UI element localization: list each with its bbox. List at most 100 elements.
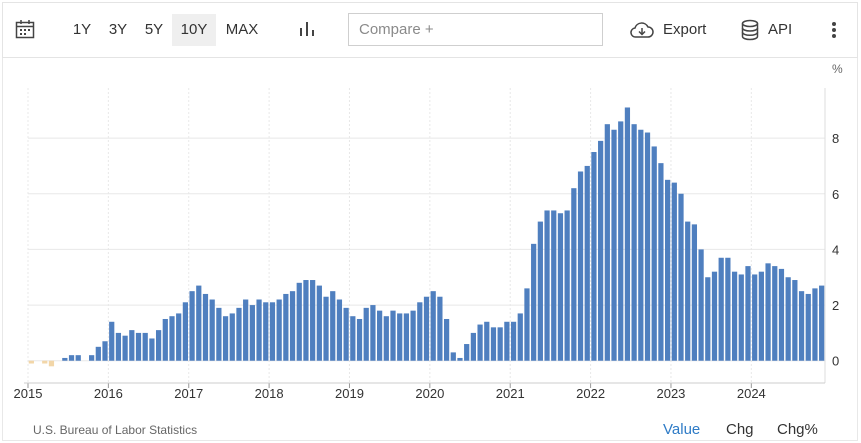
data-bar: [68, 355, 75, 361]
data-bar: [28, 360, 34, 364]
data-bar: [611, 129, 617, 361]
data-bar: [330, 291, 336, 361]
range-max-button[interactable]: MAX: [225, 21, 259, 38]
data-bar: [403, 313, 410, 361]
y-unit-label: %: [832, 62, 843, 76]
data-bar: [95, 346, 101, 361]
data-bar: [383, 316, 389, 361]
range-1y-button[interactable]: 1Y: [72, 21, 92, 38]
data-bar: [243, 299, 249, 361]
data-bar: [778, 268, 785, 361]
export-label: Export: [663, 21, 707, 38]
data-bar: [437, 296, 443, 361]
data-bar: [725, 257, 731, 361]
data-bar: [102, 341, 108, 361]
data-bar: [819, 285, 825, 361]
data-bar: [510, 321, 517, 361]
data-bar: [343, 307, 349, 361]
data-bar: [377, 310, 383, 361]
data-bar: [397, 313, 403, 361]
data-bar: [798, 291, 805, 361]
cpi-bar-chart: 0 2 4 6 8% 2015 2016 2017 2018 2019 2020 2021 2022 20…: [14, 62, 843, 401]
data-bar: [631, 124, 637, 361]
data-bar: [477, 324, 483, 361]
data-bar: [678, 193, 684, 361]
export-button[interactable]: Export: [629, 14, 709, 46]
data-bar: [490, 327, 497, 361]
mode-value-tab[interactable]: Value: [663, 421, 701, 438]
y-tick-label: 6: [832, 187, 839, 202]
data-bar: [772, 266, 778, 361]
range-10y-button[interactable]: 10Y: [172, 14, 216, 46]
chart-type-icon[interactable]: [297, 19, 317, 39]
calendar-icon[interactable]: [14, 18, 36, 40]
mode-chgpct-tab[interactable]: Chg%: [777, 421, 818, 438]
database-icon: [741, 19, 759, 41]
data-bar: [745, 266, 751, 361]
data-bar: [169, 316, 175, 361]
x-tick-label: 2020: [415, 386, 444, 401]
data-bar: [531, 243, 537, 361]
x-tick-label: 2016: [94, 386, 123, 401]
data-bar: [644, 132, 651, 361]
data-bar: [410, 310, 416, 361]
data-bar: [551, 210, 557, 361]
data-bar: [209, 299, 215, 361]
data-bar: [135, 332, 142, 361]
x-tick-label: 2022: [576, 386, 605, 401]
data-bar: [423, 296, 430, 361]
range-3y-button[interactable]: 3Y: [108, 21, 128, 38]
data-bar: [229, 313, 235, 361]
api-label: API: [768, 21, 793, 38]
data-bar: [457, 357, 463, 361]
x-tick-label: 2024: [737, 386, 766, 401]
x-tick-label: 2023: [656, 386, 685, 401]
data-bar: [504, 321, 510, 361]
data-bar: [296, 282, 302, 361]
x-tick-label: 2015: [14, 386, 43, 401]
data-bar: [263, 302, 269, 361]
data-bar: [517, 313, 523, 361]
data-bar: [731, 271, 738, 361]
data-bar: [323, 296, 329, 361]
compare-input[interactable]: [348, 13, 603, 46]
data-bar: [577, 171, 584, 361]
data-bar: [591, 152, 597, 361]
data-bar: [303, 280, 309, 361]
data-bar: [283, 293, 289, 361]
data-bar: [256, 299, 262, 361]
range-5y-button[interactable]: 5Y: [144, 21, 164, 38]
data-bar: [182, 302, 189, 361]
data-bar: [196, 285, 202, 361]
data-bar: [390, 310, 396, 361]
mode-chg-tab[interactable]: Chg: [726, 421, 754, 438]
data-bar: [711, 271, 718, 361]
data-bar: [571, 188, 577, 361]
y-tick-label: 8: [832, 131, 839, 146]
data-bar: [664, 179, 671, 361]
data-bar: [698, 249, 704, 361]
data-bar: [718, 257, 724, 361]
data-bar: [792, 280, 798, 361]
data-bar: [564, 210, 570, 361]
data-bar: [316, 285, 322, 361]
data-bar: [155, 330, 162, 361]
x-tick-label: 2017: [174, 386, 203, 401]
data-bar: [658, 163, 664, 361]
x-tick-label: 2021: [496, 386, 525, 401]
api-button[interactable]: API: [740, 14, 800, 46]
data-bar: [236, 307, 242, 361]
data-bar: [765, 263, 771, 361]
data-bar: [216, 307, 222, 361]
y-tick-label: 2: [832, 298, 839, 313]
chart-panel: [2, 58, 858, 441]
more-options-icon[interactable]: [826, 18, 842, 42]
data-bar: [222, 316, 229, 361]
data-bar: [370, 305, 376, 361]
y-tick-label: 0: [832, 354, 839, 369]
data-bar: [738, 274, 744, 361]
data-bar: [497, 327, 503, 361]
cloud-download-icon: [630, 22, 654, 38]
data-bar: [109, 321, 115, 361]
data-bar: [430, 291, 436, 361]
